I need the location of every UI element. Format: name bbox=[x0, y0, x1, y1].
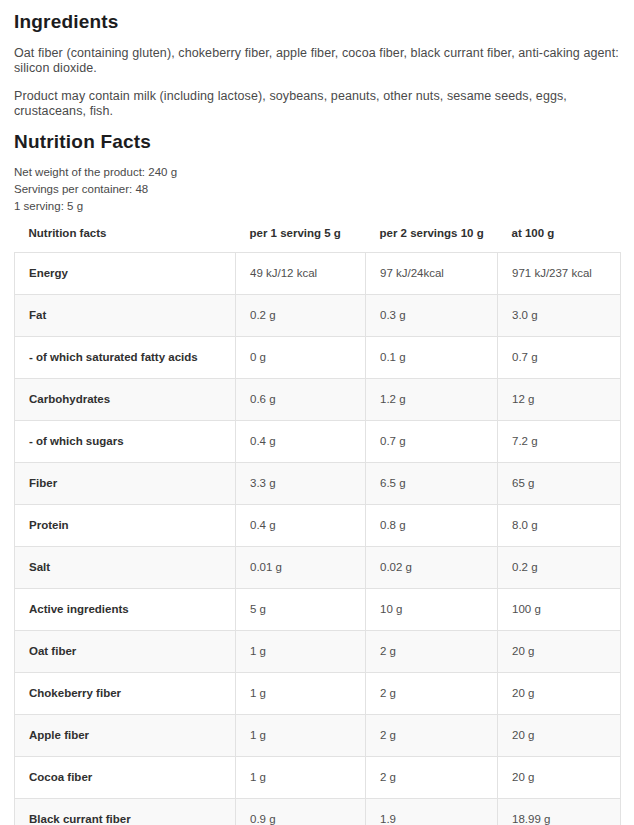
per-2-servings-value-cell: 0.1 g bbox=[366, 337, 498, 379]
per-serving-value-cell: 3.3 g bbox=[236, 463, 366, 505]
per-2-servings-value-cell: 1.9 bbox=[366, 799, 498, 825]
table-row: Fiber3.3 g6.5 g65 g bbox=[15, 463, 621, 505]
ingredients-composition-text: Oat fiber (containing gluten), chokeberr… bbox=[14, 46, 620, 76]
per-serving-value-cell: 1 g bbox=[236, 673, 366, 715]
per-serving-value-cell: 0.2 g bbox=[236, 295, 366, 337]
column-header-at-100g: at 100 g bbox=[498, 215, 621, 253]
nutrient-label-cell: Active ingredients bbox=[15, 589, 236, 631]
table-header-row: Nutrition facts per 1 serving 5 g per 2 … bbox=[15, 215, 621, 253]
per-2-servings-value-cell: 2 g bbox=[366, 673, 498, 715]
column-header-per-2-servings: per 2 servings 10 g bbox=[366, 215, 498, 253]
per-serving-value-cell: 0 g bbox=[236, 337, 366, 379]
table-row: Oat fiber1 g2 g20 g bbox=[15, 631, 621, 673]
per-100g-value-cell: 65 g bbox=[498, 463, 621, 505]
ingredients-heading: Ingredients bbox=[14, 11, 620, 33]
nutrient-label-cell: Salt bbox=[15, 547, 236, 589]
serving-info: Net weight of the product: 240 g Serving… bbox=[14, 164, 620, 215]
nutrient-label-cell: Cocoa fiber bbox=[15, 757, 236, 799]
table-row: Protein0.4 g0.8 g8.0 g bbox=[15, 505, 621, 547]
table-row: - of which saturated fatty acids0 g0.1 g… bbox=[15, 337, 621, 379]
table-row: Apple fiber1 g2 g20 g bbox=[15, 715, 621, 757]
nutrient-label-cell: Chokeberry fiber bbox=[15, 673, 236, 715]
table-row: Cocoa fiber1 g2 g20 g bbox=[15, 757, 621, 799]
column-header-nutrition-facts: Nutrition facts bbox=[15, 215, 236, 253]
per-2-servings-value-cell: 0.3 g bbox=[366, 295, 498, 337]
per-100g-value-cell: 7.2 g bbox=[498, 421, 621, 463]
per-100g-value-cell: 971 kJ/237 kcal bbox=[498, 253, 621, 295]
nutrient-label-cell: Protein bbox=[15, 505, 236, 547]
nutrient-label-cell: Energy bbox=[15, 253, 236, 295]
nutrient-label-cell: Fiber bbox=[15, 463, 236, 505]
nutrient-label-cell: Oat fiber bbox=[15, 631, 236, 673]
per-serving-value-cell: 49 kJ/12 kcal bbox=[236, 253, 366, 295]
table-row: Black currant fiber0.9 g1.918.99 g bbox=[15, 799, 621, 825]
per-100g-value-cell: 8.0 g bbox=[498, 505, 621, 547]
per-serving-value-cell: 0.4 g bbox=[236, 505, 366, 547]
per-100g-value-cell: 20 g bbox=[498, 715, 621, 757]
per-100g-value-cell: 20 g bbox=[498, 631, 621, 673]
nutrient-label-cell: Black currant fiber bbox=[15, 799, 236, 825]
per-2-servings-value-cell: 2 g bbox=[366, 757, 498, 799]
per-2-servings-value-cell: 0.7 g bbox=[366, 421, 498, 463]
per-100g-value-cell: 100 g bbox=[498, 589, 621, 631]
per-serving-value-cell: 1 g bbox=[236, 715, 366, 757]
per-100g-value-cell: 0.2 g bbox=[498, 547, 621, 589]
per-2-servings-value-cell: 2 g bbox=[366, 631, 498, 673]
table-row: - of which sugars0.4 g0.7 g7.2 g bbox=[15, 421, 621, 463]
table-row: Salt0.01 g0.02 g0.2 g bbox=[15, 547, 621, 589]
nutrition-facts-heading: Nutrition Facts bbox=[14, 131, 620, 153]
per-serving-value-cell: 0.4 g bbox=[236, 421, 366, 463]
per-2-servings-value-cell: 97 kJ/24kcal bbox=[366, 253, 498, 295]
per-100g-value-cell: 20 g bbox=[498, 673, 621, 715]
serving-size-text: 1 serving: 5 g bbox=[14, 198, 620, 215]
per-serving-value-cell: 1 g bbox=[236, 757, 366, 799]
per-100g-value-cell: 18.99 g bbox=[498, 799, 621, 825]
net-weight-text: Net weight of the product: 240 g bbox=[14, 164, 620, 181]
per-2-servings-value-cell: 1.2 g bbox=[366, 379, 498, 421]
nutrient-label-cell: Carbohydrates bbox=[15, 379, 236, 421]
per-2-servings-value-cell: 10 g bbox=[366, 589, 498, 631]
per-2-servings-value-cell: 2 g bbox=[366, 715, 498, 757]
per-serving-value-cell: 0.01 g bbox=[236, 547, 366, 589]
product-info-page: Ingredients Oat fiber (containing gluten… bbox=[0, 11, 634, 825]
per-serving-value-cell: 0.9 g bbox=[236, 799, 366, 825]
per-serving-value-cell: 5 g bbox=[236, 589, 366, 631]
per-serving-value-cell: 1 g bbox=[236, 631, 366, 673]
table-row: Chokeberry fiber1 g2 g20 g bbox=[15, 673, 621, 715]
table-row: Carbohydrates0.6 g1.2 g12 g bbox=[15, 379, 621, 421]
table-row: Energy49 kJ/12 kcal97 kJ/24kcal971 kJ/23… bbox=[15, 253, 621, 295]
column-header-per-1-serving: per 1 serving 5 g bbox=[236, 215, 366, 253]
table-header: Nutrition facts per 1 serving 5 g per 2 … bbox=[15, 215, 621, 253]
per-100g-value-cell: 20 g bbox=[498, 757, 621, 799]
nutrition-facts-table: Nutrition facts per 1 serving 5 g per 2 … bbox=[14, 215, 621, 825]
per-2-servings-value-cell: 0.8 g bbox=[366, 505, 498, 547]
per-serving-value-cell: 0.6 g bbox=[236, 379, 366, 421]
table-row: Active ingredients5 g10 g100 g bbox=[15, 589, 621, 631]
nutrient-label-cell: - of which sugars bbox=[15, 421, 236, 463]
nutrient-label-cell: - of which saturated fatty acids bbox=[15, 337, 236, 379]
table-body: Energy49 kJ/12 kcal97 kJ/24kcal971 kJ/23… bbox=[15, 253, 621, 825]
per-2-servings-value-cell: 0.02 g bbox=[366, 547, 498, 589]
per-100g-value-cell: 12 g bbox=[498, 379, 621, 421]
per-100g-value-cell: 3.0 g bbox=[498, 295, 621, 337]
servings-per-container-text: Servings per container: 48 bbox=[14, 181, 620, 198]
nutrient-label-cell: Fat bbox=[15, 295, 236, 337]
nutrient-label-cell: Apple fiber bbox=[15, 715, 236, 757]
per-100g-value-cell: 0.7 g bbox=[498, 337, 621, 379]
per-2-servings-value-cell: 6.5 g bbox=[366, 463, 498, 505]
table-row: Fat0.2 g0.3 g3.0 g bbox=[15, 295, 621, 337]
allergen-warning-text: Product may contain milk (including lact… bbox=[14, 89, 620, 119]
